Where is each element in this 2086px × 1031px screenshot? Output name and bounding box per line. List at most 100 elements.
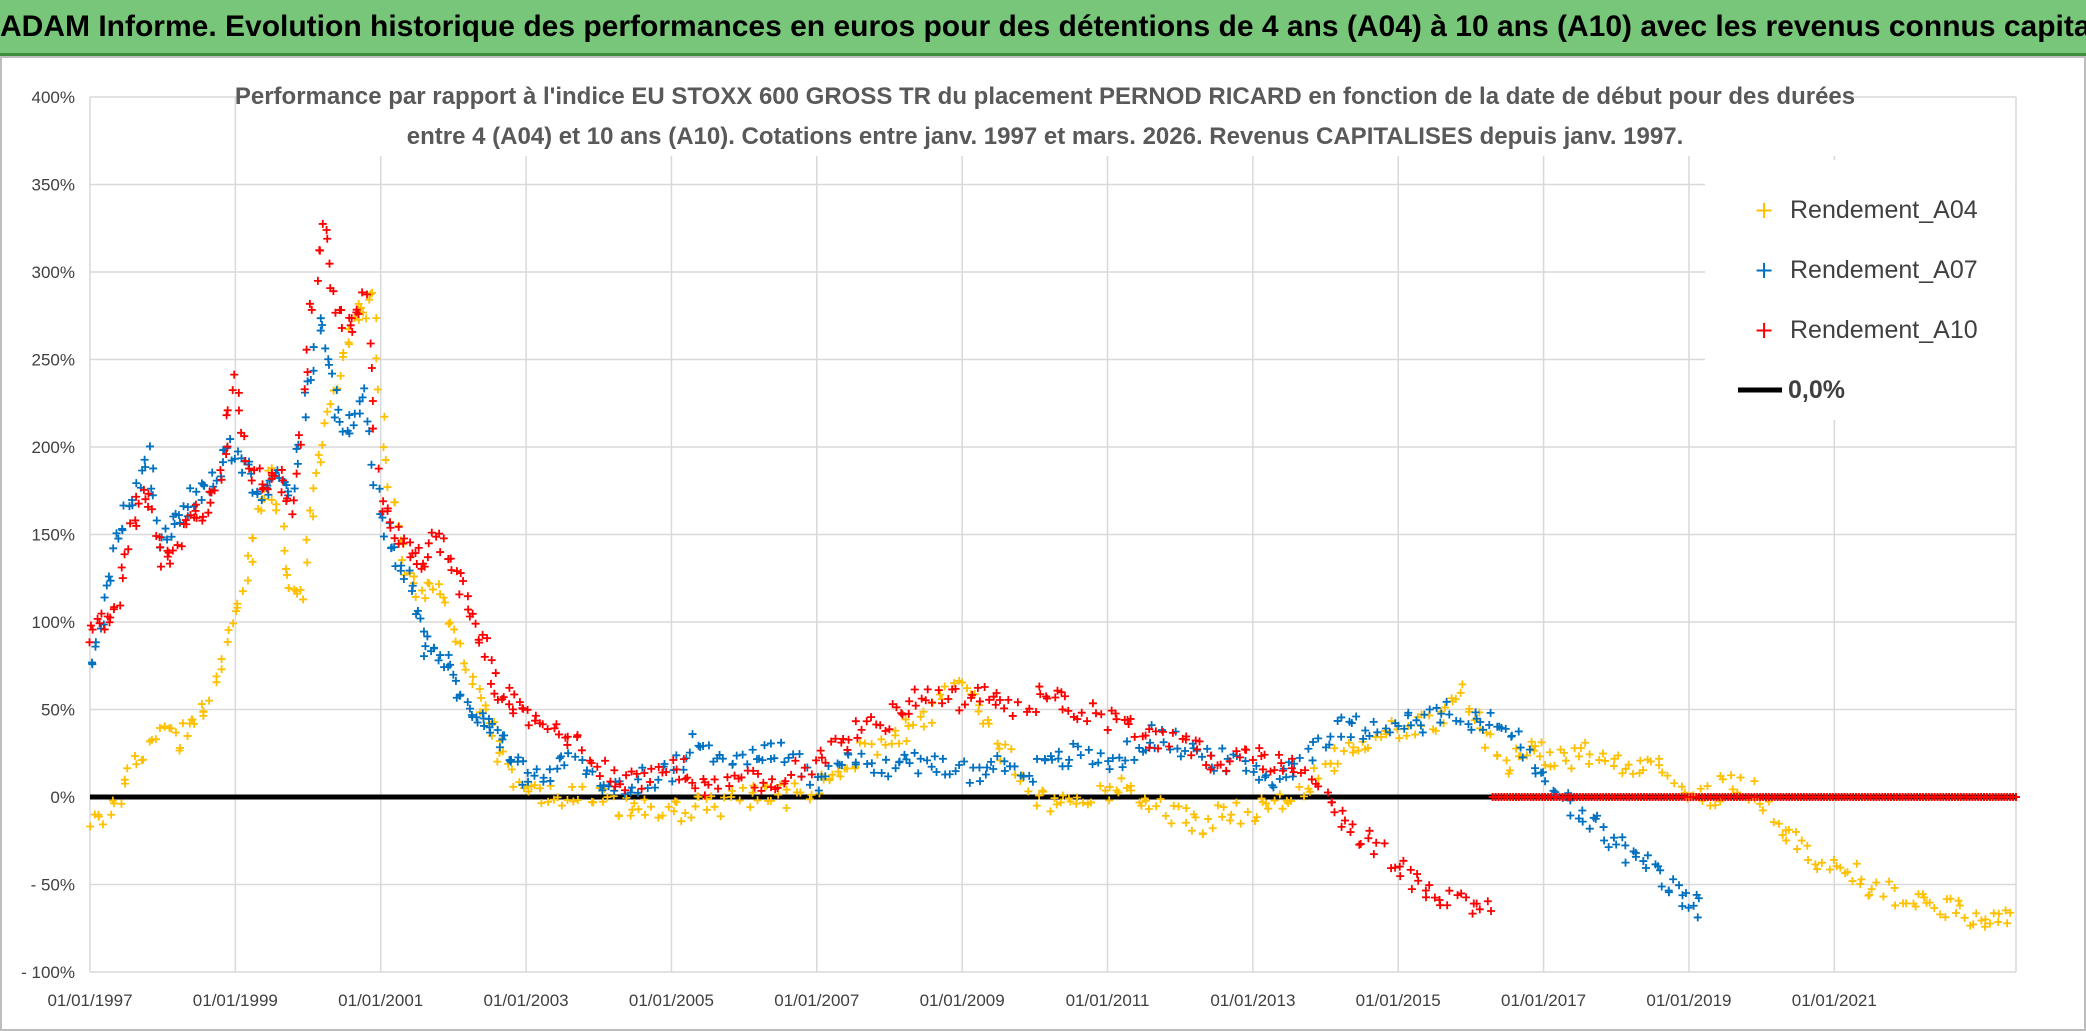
- data-point: [1213, 801, 1222, 810]
- data-point: [1475, 905, 1484, 914]
- data-point: [1182, 732, 1191, 741]
- data-point: [938, 754, 947, 763]
- y-tick-label: 150%: [32, 526, 75, 545]
- data-point: [940, 682, 949, 691]
- data-point: [904, 709, 913, 718]
- data-point: [1643, 851, 1652, 860]
- data-point: [1599, 749, 1608, 758]
- data-point: [394, 522, 403, 531]
- data-point: [1058, 791, 1067, 800]
- data-point: [1977, 916, 1986, 925]
- data-point: [1981, 922, 1989, 931]
- data-point: [152, 516, 161, 525]
- data-point: [475, 684, 484, 693]
- data-point: [867, 740, 876, 749]
- data-point: [1537, 738, 1546, 747]
- data-point: [1436, 901, 1445, 910]
- data-point: [446, 618, 455, 627]
- data-point: [234, 406, 243, 415]
- data-point: [640, 795, 649, 804]
- data-point: [1348, 748, 1357, 757]
- data-point: [595, 772, 604, 781]
- data-point: [710, 802, 719, 811]
- data-point: [654, 775, 663, 784]
- data-point: [855, 738, 864, 747]
- data-point: [1793, 845, 1802, 854]
- data-point: [1048, 755, 1057, 764]
- data-point: [192, 514, 201, 523]
- data-point: [1585, 759, 1594, 768]
- data-point: [303, 368, 312, 377]
- data-point: [464, 605, 473, 614]
- data-point: [524, 777, 533, 786]
- data-point: [1418, 728, 1427, 737]
- data-point: [914, 769, 923, 778]
- data-point: [1485, 720, 1494, 729]
- data-point: [967, 693, 976, 702]
- data-point: [1658, 768, 1667, 777]
- data-point: [85, 638, 94, 647]
- data-point: [420, 562, 429, 571]
- data-point: [365, 295, 374, 304]
- data-point: [911, 701, 920, 710]
- data-point: [336, 371, 345, 380]
- data-point: [362, 314, 371, 323]
- data-point: [1032, 707, 1041, 716]
- data-point: [599, 781, 608, 790]
- data-point: [1501, 724, 1510, 733]
- data-point: [1050, 794, 1059, 803]
- data-point: [456, 690, 465, 699]
- data-point: [530, 771, 539, 780]
- data-point: [654, 762, 663, 771]
- data-point: [1403, 711, 1412, 720]
- data-point: [456, 639, 465, 648]
- data-point: [932, 767, 941, 776]
- data-point: [654, 813, 663, 822]
- chart-title-line-1: Performance par rapport à l'indice EU ST…: [235, 83, 1855, 110]
- data-point: [110, 603, 119, 612]
- data-point: [480, 721, 489, 730]
- data-point: [120, 550, 129, 559]
- data-point: [1561, 756, 1570, 765]
- data-point: [1268, 781, 1277, 790]
- data-point: [1703, 782, 1712, 791]
- data-point: [1043, 694, 1052, 703]
- data-point: [223, 406, 232, 415]
- data-point: [348, 327, 357, 336]
- data-point: [770, 754, 779, 763]
- data-point: [1813, 865, 1822, 874]
- data-point: [1857, 875, 1866, 884]
- data-point: [1242, 766, 1251, 775]
- data-point: [622, 771, 631, 780]
- data-point: [224, 625, 233, 634]
- data-point: [1127, 786, 1136, 795]
- data-point: [1278, 804, 1287, 813]
- data-point: [630, 799, 639, 808]
- data-point: [1010, 762, 1019, 771]
- data-point: [1890, 883, 1899, 892]
- data-point: [857, 725, 866, 734]
- data-point: [1290, 759, 1299, 768]
- data-point: [302, 535, 311, 544]
- data-point: [309, 512, 318, 521]
- data-point: [677, 817, 686, 826]
- data-point: [1425, 881, 1434, 890]
- data-point: [475, 638, 484, 647]
- data-point: [688, 778, 697, 787]
- data-point: [975, 697, 984, 706]
- data-point: [277, 488, 286, 497]
- data-point: [782, 785, 791, 794]
- data-point: [1295, 782, 1304, 791]
- data-point: [1327, 798, 1336, 807]
- data-point: [1522, 751, 1531, 760]
- data-point: [1400, 724, 1409, 733]
- data-point: [1879, 892, 1888, 901]
- x-tick-label: 01/01/2021: [1792, 991, 1877, 1010]
- data-point: [400, 534, 409, 543]
- data-point: [177, 542, 186, 551]
- data-point: [1462, 893, 1471, 902]
- data-point: [881, 755, 890, 764]
- data-point: [1181, 747, 1189, 756]
- data-point: [222, 450, 231, 459]
- data-point: [109, 799, 118, 808]
